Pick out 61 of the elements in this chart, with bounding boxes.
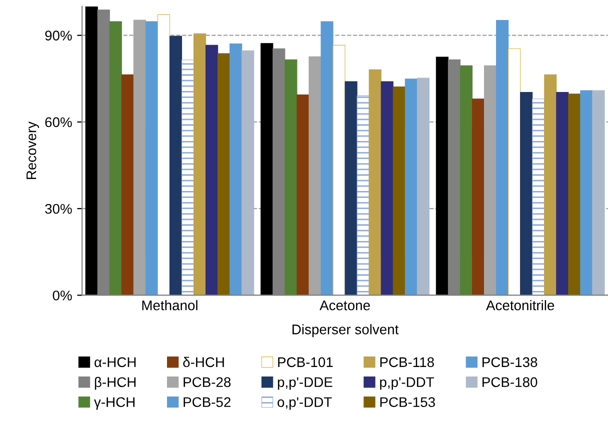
legend-label: PCB-52	[184, 397, 230, 408]
bar	[356, 95, 370, 296]
bar	[580, 90, 593, 296]
legend-label: o,p'-DDT	[278, 397, 332, 410]
bar	[332, 44, 346, 296]
x-tick-label: Acetonitrile	[486, 300, 554, 310]
bar	[592, 90, 605, 296]
bar	[181, 60, 194, 296]
bar	[436, 56, 448, 296]
bar	[157, 14, 170, 296]
legend-label: α-HCH	[94, 357, 136, 368]
bar	[169, 36, 182, 296]
legend-label: PCB-28	[184, 377, 231, 388]
bar	[206, 44, 218, 296]
y-tick-label: 30%	[45, 204, 72, 214]
bar	[109, 21, 122, 296]
y-tick-label: 0%	[52, 290, 72, 300]
y-tick-label: 90%	[45, 30, 72, 41]
bar	[460, 65, 473, 296]
legend-label: γ-HCH	[94, 397, 135, 410]
bar	[260, 43, 274, 296]
bar	[218, 53, 230, 296]
legend-label: p,p'-DDT	[380, 377, 434, 390]
bar	[416, 78, 430, 296]
legend-label: δ-HCH	[183, 356, 224, 368]
legend-label: PCB-180	[482, 377, 538, 388]
bar	[532, 98, 545, 296]
bar	[344, 81, 358, 296]
legend-label: β-HCH	[94, 376, 136, 390]
legend-label: PCB-101	[278, 357, 333, 368]
bar	[296, 94, 310, 296]
bar	[85, 6, 98, 296]
bar	[568, 94, 581, 296]
bar	[308, 56, 322, 296]
bar	[508, 48, 521, 296]
x-tick-label: Methanol	[142, 300, 198, 310]
bar	[472, 98, 485, 296]
legend-label: PCB-153	[380, 397, 435, 408]
bar	[544, 74, 557, 296]
x-axis-title: Disperser solvent	[292, 324, 399, 338]
bar	[520, 92, 533, 296]
y-axis-title: Recovery	[26, 122, 40, 180]
bar	[484, 65, 497, 296]
legend-label: PCB-118	[380, 357, 434, 368]
bar	[556, 92, 569, 296]
bar	[320, 21, 334, 296]
legend-label: p,p'-DDE	[278, 377, 332, 390]
bar	[230, 43, 242, 296]
bar	[145, 21, 158, 296]
bar	[380, 81, 394, 296]
bar	[242, 50, 254, 296]
bar	[193, 33, 206, 296]
bar	[496, 20, 509, 296]
bar	[404, 78, 418, 296]
legend-label: PCB-138	[482, 357, 538, 368]
bar	[368, 69, 382, 296]
bar	[284, 59, 298, 296]
bar	[392, 86, 406, 296]
bar	[121, 74, 134, 296]
x-tick-label: Acetone	[320, 300, 370, 310]
y-tick-label: 60%	[45, 117, 72, 128]
